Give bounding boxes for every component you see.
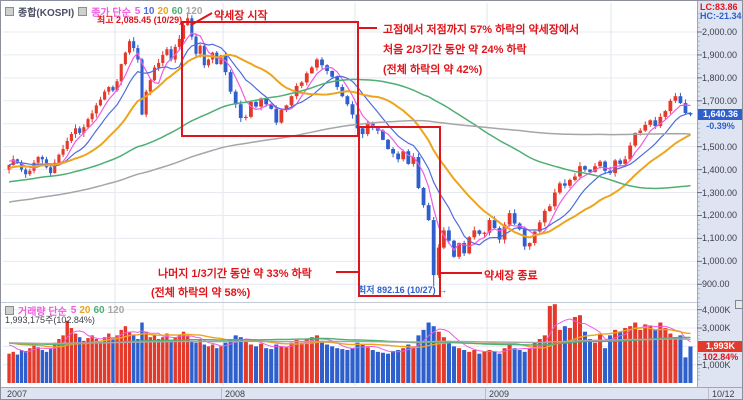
ma-period-label: 20: [79, 305, 91, 316]
price-axis-tick: 1,400.00: [702, 164, 738, 175]
price-axis-tick: 1,800.00: [702, 72, 738, 83]
volume-axis-tick: 4,000K: [702, 304, 731, 315]
ma-line-20: [8, 54, 691, 239]
ma-line-5: [8, 318, 691, 353]
bear-market-annotations: [181, 12, 482, 297]
price-ma-legend: 5 10 20 60 120: [135, 6, 206, 17]
price-ma-legend-prefix: 종가 단순: [91, 8, 131, 19]
ma-period-label: 5: [134, 6, 141, 17]
date-separator: [708, 388, 709, 399]
symbol-title: 종합(KOSPI): [18, 8, 75, 19]
candles: [7, 12, 693, 287]
bear-phase2-box: [358, 126, 441, 297]
remaining-note-line1: 나머지 1/3기간 동안 약 33% 하락: [158, 268, 312, 280]
volume-legend-label: 거래량 단순: [18, 307, 67, 318]
volume-panel-button-icon[interactable]: [735, 300, 742, 309]
current-volume-badge: 1,993K: [698, 341, 742, 352]
volume-ma-lines: [8, 318, 691, 353]
current-price-badge: 1,640.36: [698, 109, 742, 120]
bear-phase1-box: [181, 21, 359, 137]
price-axis-tick: 1,200.00: [702, 210, 738, 221]
date-separator: [221, 388, 222, 399]
ma-period-label: 20: [157, 6, 169, 17]
drop-note-line2: 처음 2/3기간 동안 약 24% 하락: [383, 44, 527, 56]
bear-start-label: 약세장 시작: [214, 10, 268, 22]
price-legend: 종합(KOSPI) 종가 단순 5 10 20 60 120: [5, 4, 205, 19]
volume-ma-legend: 5 20 60 120: [71, 305, 128, 316]
date-label: 2008: [225, 389, 246, 399]
ma-period-label: 5: [70, 305, 77, 316]
price-axis-tick: 1,700.00: [702, 95, 738, 106]
volume-legend: 거래량 단순 5 20 60 120: [5, 303, 127, 318]
ma-line-120: [8, 119, 691, 203]
ma-line-120: [9, 338, 691, 345]
ma-line-5: [9, 32, 691, 252]
low-point-label: 최저 892.16 (10/27) →: [358, 285, 448, 295]
price-axis-tick: 900.00: [702, 279, 730, 290]
volume-axis-tick: 1,000K: [702, 359, 731, 370]
ma-period-label: 60: [93, 305, 105, 316]
series-toggle-icon[interactable]: [5, 7, 14, 16]
ma-toggle-icon[interactable]: [78, 7, 88, 16]
price-axis-tick: 2,000.00: [702, 27, 738, 37]
price-axis-tick: 1,100.00: [702, 233, 738, 244]
date-label: 2007: [7, 389, 28, 399]
grid-lines: [1, 3, 697, 386]
drop-note-line1: 고점에서 저점까지 57% 하락의 약세장에서: [383, 24, 580, 36]
drop-note-line3: (전체 하락의 약 42%): [383, 64, 483, 76]
current-volume-pct-label: 102.84%: [702, 352, 739, 362]
time-axis-strip[interactable]: [1, 387, 742, 399]
ma-period-label: 120: [107, 305, 125, 316]
current-volume-text: 1,993,175주(102.84%): [5, 315, 95, 325]
high-point-label: 최고 2,085.45 (10/29) →: [97, 15, 194, 25]
hc-value-label: HC:-21.34: [700, 11, 742, 21]
ma-line-60: [8, 78, 691, 190]
volume-axis-tick: 3,000K: [702, 323, 731, 334]
price-axis-tick: 1,900.00: [702, 49, 738, 60]
date-label: 2009: [489, 389, 510, 399]
price-axis-tick: 1,500.00: [702, 141, 738, 152]
lc-value-label: LC:83.86: [700, 2, 738, 12]
ma-period-label: 120: [185, 6, 203, 17]
volume-bars: [7, 304, 693, 383]
price-ma-lines: [8, 32, 691, 252]
date-label: 10/12: [712, 389, 735, 399]
price-axis-tick: 1,300.00: [702, 187, 738, 198]
price-axis-tick: 1,000.00: [702, 256, 738, 267]
ma-period-label: 10: [143, 6, 155, 17]
remaining-note-line2: (전체 하락의 약 58%): [151, 287, 251, 299]
current-change-label: -0.39%: [706, 121, 735, 131]
ma-period-label: 60: [171, 6, 183, 17]
bear-start-leader-line: [190, 12, 213, 26]
volume-series-toggle-icon[interactable]: [5, 306, 14, 315]
date-separator: [485, 388, 486, 399]
bear-end-label: 약세장 종료: [484, 270, 538, 282]
axis-minor-ticks: [697, 13, 702, 380]
value-axis-column[interactable]: [697, 1, 742, 387]
ma-line-10: [8, 42, 691, 246]
